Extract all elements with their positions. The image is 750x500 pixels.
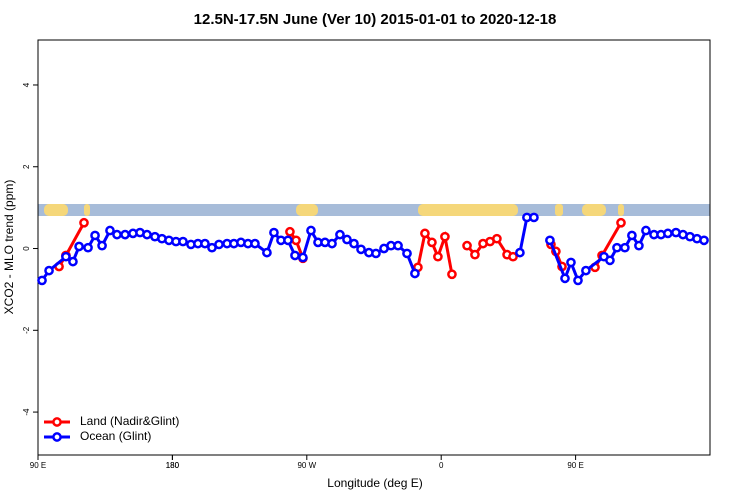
x-tick-label: 90 E — [30, 461, 46, 470]
data-point — [349, 238, 359, 249]
land-patch — [296, 204, 318, 216]
data-point — [342, 234, 352, 245]
data-point — [269, 227, 279, 238]
land-patch — [555, 204, 563, 216]
data-point — [420, 228, 430, 239]
chart-title: 12.5N-17.5N June (Ver 10) 2015-01-01 to … — [194, 11, 557, 28]
plot-frame — [37, 39, 711, 456]
legend-label: Ocean (Glint) — [80, 429, 151, 443]
data-point — [283, 235, 293, 246]
data-point — [545, 235, 555, 246]
data-point — [97, 240, 107, 251]
data-point — [37, 275, 47, 286]
x-tick-label: 90 W — [297, 461, 316, 470]
data-point — [335, 229, 345, 240]
y-tick-label: -2 — [22, 326, 31, 334]
land-patch — [582, 204, 606, 216]
data-point — [393, 240, 403, 251]
x-tick-label: 90 E — [567, 461, 583, 470]
data-point — [529, 212, 539, 223]
land-patch — [418, 204, 518, 216]
y-tick-label: 2 — [22, 164, 31, 169]
y-tick-label: 4 — [22, 82, 31, 87]
legend-label: Land (Nadir&Glint) — [80, 414, 179, 428]
data-point — [68, 256, 78, 267]
x-tick-label: 180 — [166, 461, 180, 470]
data-point — [90, 230, 100, 241]
data-point — [627, 230, 637, 241]
data-point — [663, 228, 673, 239]
data-point — [105, 225, 115, 236]
data-point — [492, 233, 502, 244]
data-point — [605, 255, 615, 266]
x-tick-label: 0 — [439, 461, 444, 470]
data-point — [61, 251, 71, 262]
y-tick-label: -4 — [22, 408, 31, 416]
legend-marker — [52, 432, 62, 442]
data-point — [462, 240, 472, 251]
data-point — [262, 247, 272, 258]
data-point — [290, 250, 300, 261]
data-point — [120, 229, 130, 240]
data-point — [200, 238, 210, 249]
data-point — [371, 248, 381, 259]
data-point — [560, 273, 570, 284]
data-point — [515, 247, 525, 258]
y-axis-label: XCO2 - MLO trend (ppm) — [2, 180, 16, 315]
data-point — [616, 217, 626, 228]
data-point — [142, 229, 152, 240]
y-tick-label: 0 — [22, 246, 31, 251]
data-point — [79, 217, 89, 228]
data-point — [306, 225, 316, 236]
data-point — [620, 242, 630, 253]
data-point — [634, 240, 644, 251]
data-point — [433, 251, 443, 262]
data-point — [427, 237, 437, 248]
ocean-strip — [38, 204, 710, 216]
data-point — [508, 251, 518, 262]
data-point — [566, 257, 576, 268]
data-point — [74, 241, 84, 252]
x-axis-label: Longitude (deg E) — [327, 476, 422, 490]
data-point — [214, 239, 224, 250]
data-point — [298, 252, 308, 263]
data-point — [581, 265, 591, 276]
data-point — [402, 248, 412, 259]
legend-marker — [52, 417, 62, 427]
data-point — [410, 268, 420, 279]
land-patch — [44, 204, 68, 216]
data-point — [285, 226, 295, 237]
data-point — [83, 242, 93, 253]
land-patch — [618, 204, 624, 216]
data-point — [641, 225, 651, 236]
data-point — [327, 238, 337, 249]
data-point — [699, 235, 709, 246]
data-point — [291, 235, 301, 246]
map-strip — [38, 204, 710, 216]
land-patch — [84, 204, 90, 216]
data-point — [447, 269, 457, 280]
x-tick-label: 180 — [166, 461, 180, 470]
data-point — [44, 265, 54, 276]
data-point — [112, 229, 122, 240]
data-point — [612, 242, 622, 253]
data-point — [356, 244, 366, 255]
data-point — [178, 236, 188, 247]
data-point — [440, 231, 450, 242]
data-point — [470, 249, 480, 260]
data-point — [250, 238, 260, 249]
data-point — [573, 275, 583, 286]
